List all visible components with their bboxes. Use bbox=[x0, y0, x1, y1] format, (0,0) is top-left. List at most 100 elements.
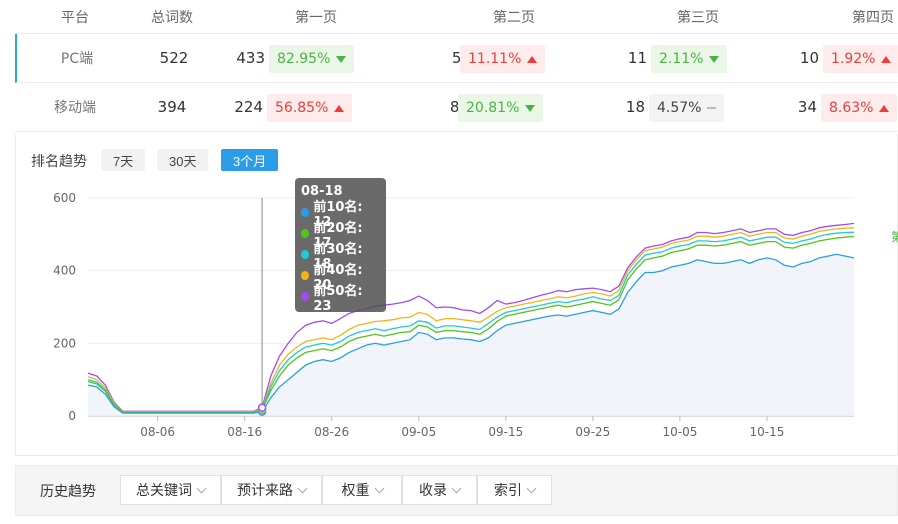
tooltip-value: 前40名: 20 bbox=[313, 262, 363, 293]
range-7d-button[interactable]: 7天 bbox=[101, 149, 146, 171]
series-line bbox=[87, 253, 855, 414]
clipped-label: 第 bbox=[891, 230, 898, 244]
trend-arrow-icon bbox=[525, 104, 536, 112]
tooltip-date: 08-18 bbox=[301, 184, 343, 199]
trend-arrow-icon bbox=[336, 55, 347, 63]
tooltip-row: 前20名: 17 bbox=[301, 221, 380, 251]
area-fill bbox=[88, 254, 854, 416]
header-platform: 平台 bbox=[61, 9, 89, 26]
chevron-down-icon bbox=[297, 483, 308, 493]
percent-value: 8.63% bbox=[829, 100, 874, 116]
page3-count: 18 bbox=[625, 98, 645, 116]
trend-arrow-icon bbox=[881, 55, 892, 63]
filter-total-keywords[interactable]: 总关键词 bbox=[120, 475, 221, 505]
filter-label: 权重 bbox=[341, 483, 370, 499]
header-total: 总词数 bbox=[151, 9, 193, 26]
trend-arrow-icon bbox=[879, 104, 890, 112]
filter-weight[interactable]: 权重 bbox=[322, 475, 402, 505]
series-dot-icon bbox=[301, 250, 310, 259]
filter-index[interactable]: 索引 bbox=[477, 475, 552, 505]
page2-percent-badge: 11.11% bbox=[460, 45, 546, 73]
x-tick-label: 10-15 bbox=[750, 425, 785, 439]
filter-label: 索引 bbox=[494, 483, 522, 499]
trend-arrow-icon bbox=[527, 55, 538, 63]
platform-name: 移动端 bbox=[54, 100, 96, 116]
x-tick-label: 10-05 bbox=[662, 425, 697, 439]
total-words: 394 bbox=[157, 98, 187, 116]
header-page2: 第二页 bbox=[493, 9, 535, 26]
series-dot-icon bbox=[301, 208, 310, 217]
page2-percent-badge: 20.81% bbox=[458, 94, 544, 122]
page4-percent-badge: 8.63% bbox=[821, 94, 898, 122]
tooltip-row: 前10名: 12 bbox=[301, 200, 380, 230]
tooltip-value: 前50名: 23 bbox=[313, 283, 363, 314]
chevron-down-icon bbox=[451, 483, 462, 493]
tooltip-value: 前10名: 12 bbox=[313, 199, 363, 230]
page3-percent-badge: 2.11% bbox=[651, 45, 728, 73]
table-header-row: 平台 总词数 第一页 第二页 第三页 第四页 bbox=[15, 0, 898, 34]
tooltip-value: 前20名: 17 bbox=[313, 220, 363, 251]
series-line bbox=[87, 235, 855, 414]
y-tick-label: 0 bbox=[68, 409, 76, 423]
chevron-down-icon bbox=[196, 483, 207, 493]
percent-value: 11.11% bbox=[468, 51, 522, 67]
x-tick-label: 09-25 bbox=[575, 425, 610, 439]
series-dot-icon bbox=[301, 229, 310, 238]
trend-arrow-icon bbox=[334, 104, 345, 112]
x-tick-label: 09-15 bbox=[488, 425, 523, 439]
table-row-mobile[interactable]: 移动端 394 224 56.85% 82 20.81% 18 4.57% 34… bbox=[15, 83, 898, 132]
header-page4: 第四页 bbox=[852, 9, 894, 26]
page3-count: 11 bbox=[627, 49, 647, 67]
tooltip-value: 前30名: 18 bbox=[313, 241, 363, 272]
ranking-table: 平台 总词数 第一页 第二页 第三页 第四页 PC端 522 433 82.95… bbox=[15, 0, 898, 132]
page4-count: 10 bbox=[799, 49, 819, 67]
percent-value: 82.95% bbox=[277, 51, 331, 67]
series-dot-icon bbox=[301, 271, 310, 280]
page1-count: 433 bbox=[236, 49, 265, 67]
y-tick-label: 600 bbox=[53, 191, 76, 205]
tooltip-row: 前50名: 23 bbox=[301, 284, 380, 314]
x-tick-label: 08-26 bbox=[314, 425, 349, 439]
trend-label: 排名趋势 bbox=[31, 154, 87, 170]
x-tick-label: 08-06 bbox=[140, 425, 175, 439]
filter-estimated-source[interactable]: 预计来路 bbox=[221, 475, 322, 505]
y-tick-label: 200 bbox=[53, 336, 76, 350]
chart-tooltip: 08-18 前10名: 12 前20名: 17 前30名: 18 前40名: 2… bbox=[295, 178, 386, 314]
percent-value: 1.92% bbox=[831, 51, 876, 67]
page1-percent-badge: 56.85% bbox=[267, 94, 353, 122]
tooltip-row: 前30名: 18 bbox=[301, 242, 380, 272]
filter-label: 总关键词 bbox=[136, 483, 192, 499]
rank-trend-chart[interactable]: 0 200 400 600 08-06 08-16 08-26 09-05 09-15 09-25… bbox=[0, 0, 898, 460]
total-words: 522 bbox=[159, 49, 189, 67]
history-trend-bar: 历史趋势 总关键词 预计来路 权重 收录 索引 bbox=[15, 465, 898, 516]
table-row-pc[interactable]: PC端 522 433 82.95% 58 11.11% 11 2.11% 10… bbox=[15, 34, 898, 83]
page1-percent-badge: 82.95% bbox=[269, 45, 355, 73]
range-3m-button[interactable]: 3个月 bbox=[221, 149, 279, 171]
header-page3: 第三页 bbox=[677, 9, 719, 26]
range-30d-button[interactable]: 30天 bbox=[157, 149, 209, 171]
filter-label: 收录 bbox=[419, 483, 447, 499]
trend-arrow-icon bbox=[707, 107, 717, 109]
percent-value: 2.11% bbox=[659, 51, 704, 67]
history-label: 历史趋势 bbox=[40, 484, 96, 500]
x-tick-label: 08-16 bbox=[227, 425, 262, 439]
percent-value: 20.81% bbox=[466, 100, 520, 116]
trend-panel: 排名趋势 7天 30天 3个月 bbox=[15, 134, 898, 456]
series-dot-icon bbox=[301, 292, 310, 301]
chevron-down-icon bbox=[374, 483, 384, 493]
header-page1: 第一页 bbox=[295, 9, 337, 26]
filter-indexed[interactable]: 收录 bbox=[402, 475, 477, 505]
page3-percent-badge: 4.57% bbox=[649, 94, 725, 122]
y-tick-label: 400 bbox=[53, 264, 76, 278]
x-tick-label: 09-05 bbox=[401, 425, 436, 439]
percent-value: 4.57% bbox=[657, 100, 702, 116]
chevron-down-icon bbox=[526, 483, 537, 493]
filter-label: 预计来路 bbox=[237, 483, 293, 499]
hover-point bbox=[257, 403, 267, 412]
platform-name: PC端 bbox=[60, 51, 94, 67]
page1-count: 224 bbox=[234, 98, 263, 116]
tooltip-row: 前40名: 20 bbox=[301, 263, 380, 293]
page4-percent-badge: 1.92% bbox=[823, 45, 898, 73]
trend-arrow-icon bbox=[709, 55, 720, 63]
page4-count: 34 bbox=[797, 98, 817, 116]
